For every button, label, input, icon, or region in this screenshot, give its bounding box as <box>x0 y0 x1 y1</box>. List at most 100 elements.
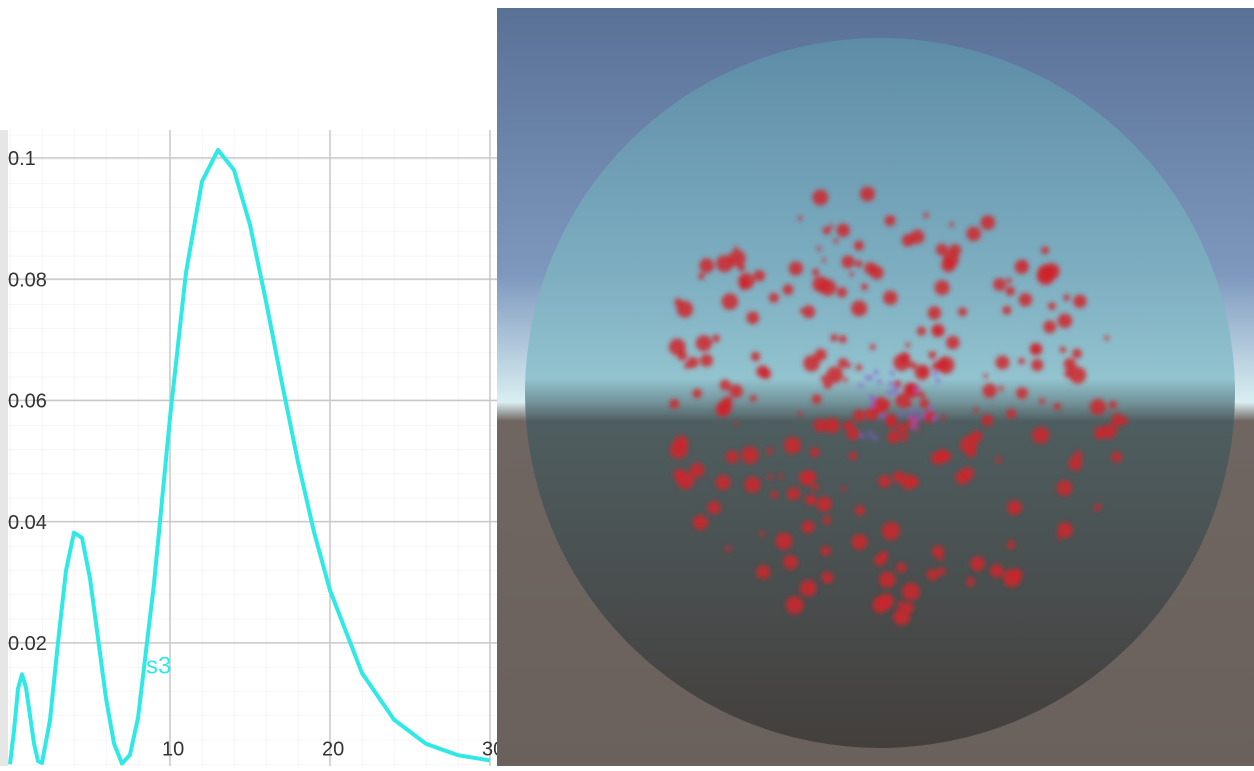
curve-label: s3 <box>146 653 171 680</box>
particle <box>786 596 804 614</box>
particle <box>767 474 772 479</box>
particle <box>865 376 869 380</box>
particle <box>860 186 875 201</box>
particle <box>815 349 827 361</box>
y-tick-label: 0.06 <box>8 391 47 413</box>
particle <box>846 427 859 440</box>
particle <box>935 280 950 295</box>
particle <box>830 334 837 341</box>
particle <box>684 362 691 369</box>
particle <box>855 260 862 267</box>
particle <box>809 496 815 502</box>
particle <box>874 554 886 566</box>
particle <box>1072 349 1082 359</box>
particle <box>949 244 961 256</box>
particle <box>750 395 757 402</box>
particle <box>898 601 905 608</box>
particle <box>924 213 929 218</box>
particle <box>914 388 918 392</box>
particle <box>894 387 898 391</box>
particle <box>966 226 981 241</box>
particle <box>1074 451 1082 459</box>
particle <box>885 215 896 226</box>
particle <box>932 545 944 557</box>
particle <box>1094 504 1101 511</box>
particle <box>980 215 995 230</box>
particle <box>692 389 701 398</box>
particle <box>1003 569 1021 587</box>
particle <box>912 409 916 413</box>
particle <box>807 471 816 480</box>
particle <box>760 531 765 536</box>
particle <box>909 362 916 369</box>
particle <box>1043 320 1056 333</box>
particle <box>990 564 1003 577</box>
particle <box>1054 403 1061 410</box>
particle <box>812 190 828 206</box>
particle <box>670 441 688 459</box>
particle <box>878 475 891 488</box>
particle <box>1048 302 1056 310</box>
particle <box>729 384 743 398</box>
particle <box>982 384 996 398</box>
particle <box>1005 286 1014 295</box>
x-tick-label: 20 <box>322 738 344 760</box>
particle <box>784 437 801 454</box>
particle <box>869 376 873 380</box>
particle <box>978 432 982 436</box>
particle <box>958 307 967 316</box>
particle <box>798 216 803 221</box>
particle <box>778 474 783 479</box>
particle <box>802 305 815 318</box>
particle <box>823 516 831 524</box>
particle <box>870 396 874 400</box>
particle <box>775 533 792 550</box>
particle <box>893 608 910 625</box>
particle <box>970 556 985 571</box>
particle <box>873 436 877 440</box>
particle <box>783 555 798 570</box>
particle <box>834 239 839 244</box>
sphere <box>525 38 1235 748</box>
particle <box>928 306 942 320</box>
particle <box>929 407 933 411</box>
particle <box>854 241 864 251</box>
particle <box>916 427 920 431</box>
particle <box>707 501 720 514</box>
particle <box>1111 413 1124 426</box>
particle <box>946 336 960 350</box>
particle <box>902 583 920 601</box>
particle <box>856 364 862 370</box>
particle <box>973 408 978 413</box>
screen: 1020300.020.040.060.080.1s3 <box>0 0 1254 766</box>
particle <box>878 380 882 384</box>
particle <box>887 430 900 443</box>
particle <box>900 433 908 441</box>
y-tick-label: 0.02 <box>8 633 47 655</box>
y-tick-label: 0.1 <box>8 148 36 170</box>
particle <box>868 432 872 436</box>
particle <box>754 270 766 282</box>
particle <box>882 522 900 540</box>
particle <box>936 379 940 383</box>
particle <box>1019 293 1033 307</box>
particle <box>885 414 897 426</box>
page: 1020300.020.040.060.080.1s3 (() => { con… <box>0 0 1254 766</box>
particle <box>746 311 759 324</box>
particle <box>841 255 854 268</box>
particle <box>669 399 679 409</box>
particle <box>700 354 713 367</box>
particle <box>906 402 911 407</box>
particle <box>923 410 936 423</box>
particle <box>897 423 908 434</box>
particle <box>931 324 944 337</box>
particle <box>899 412 903 416</box>
particle <box>1002 306 1011 315</box>
particle <box>937 359 948 370</box>
particle <box>982 414 994 426</box>
particle <box>1020 260 1027 267</box>
particle <box>812 276 828 292</box>
particle <box>741 446 758 463</box>
particle <box>712 335 720 343</box>
particle <box>912 419 916 423</box>
